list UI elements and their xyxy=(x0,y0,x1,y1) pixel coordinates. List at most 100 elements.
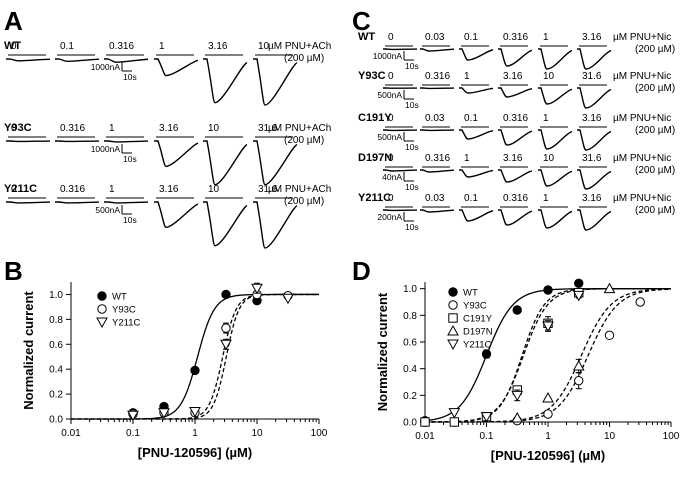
data-point xyxy=(574,278,584,289)
x-axis-title: [PNU-120596] (µM) xyxy=(491,448,605,463)
current-trace xyxy=(203,58,248,104)
legend-entry: D197N xyxy=(463,327,493,338)
concentration-label: 0.1 xyxy=(464,113,478,124)
data-point xyxy=(511,390,524,402)
current-trace xyxy=(154,140,199,168)
concentration-label: 1 xyxy=(543,113,549,124)
x-tick-label: 0.01 xyxy=(415,431,435,442)
y-tick-label: 0.6 xyxy=(403,338,417,349)
data-point xyxy=(221,289,231,300)
current-trace xyxy=(154,58,199,77)
condition-concentration: (200 µM) xyxy=(635,44,675,55)
data-point xyxy=(448,300,458,310)
legend: WT Y93C Y211C xyxy=(96,291,140,329)
current-trace xyxy=(459,169,494,178)
concentration-label: 0.316 xyxy=(60,184,85,195)
x-tick-label: 1 xyxy=(545,431,551,442)
y-axis-title: Normalized current xyxy=(21,291,36,410)
data-point xyxy=(572,359,585,371)
concentration-label: 1 xyxy=(543,193,549,204)
current-trace xyxy=(253,201,298,249)
concentration-label: 0.03 xyxy=(425,113,445,124)
scale-amplitude: 1000nA xyxy=(91,62,121,72)
scale-amplitude: 1000nA xyxy=(91,144,121,154)
legend: WT Y93C C191Y D197N Y211C xyxy=(447,287,493,351)
legend-entry: Y93C xyxy=(463,301,487,312)
concentration-label: 1 xyxy=(464,71,470,82)
data-point xyxy=(190,365,200,376)
scale-amplitude: 500nA xyxy=(377,132,402,142)
trace-panel-c: WT 0 0.03 0.1 0.316 1 3.16 µM PNU+Nic(200 µM)10… xyxy=(358,31,675,232)
condition-concentration: (200 µM) xyxy=(635,165,675,176)
data-point xyxy=(604,330,615,341)
scale-time: 10s xyxy=(405,61,419,71)
current-trace xyxy=(538,129,573,150)
current-trace xyxy=(104,58,149,63)
data-point xyxy=(447,324,459,336)
x-axis-title: [PNU-120596] (µM) xyxy=(138,445,252,460)
legend-entry: Y93C xyxy=(112,305,136,316)
current-trace xyxy=(459,129,494,140)
concentration-label: 0 xyxy=(11,184,17,195)
scale-time: 10s xyxy=(405,182,419,192)
data-point xyxy=(512,305,522,315)
data-point xyxy=(448,408,461,419)
trace-row: WT 0 0.03 0.1 0.316 1 3.16 µM PNU+Nic(200 µM) 10… xyxy=(358,31,675,71)
condition-label: µM PNU+ACh xyxy=(268,41,331,52)
condition-concentration: (200 µM) xyxy=(635,125,675,136)
concentration-label: 0 xyxy=(388,193,394,204)
concentration-label: 31.6 xyxy=(582,153,602,164)
y-tick-label: 1.0 xyxy=(403,284,417,295)
dose-response-plot-d: 0.01 0.1 1 10 100 0.0 0.2 0.4 0.6 0.8 1.0 [PNU-1205… xyxy=(375,278,680,463)
row-label: C191Y xyxy=(358,112,392,124)
data-point xyxy=(635,297,645,307)
current-trace xyxy=(55,201,100,204)
data-point xyxy=(96,317,108,329)
condition-label: µM PNU+Nic xyxy=(613,193,671,204)
x-tick-label: 0.1 xyxy=(480,431,494,442)
concentration-label: 1 xyxy=(109,184,115,195)
fit-curve xyxy=(71,293,319,420)
row-label: Y93C xyxy=(358,70,386,82)
current-trace xyxy=(383,169,418,172)
concentration-label: 0.316 xyxy=(503,113,528,124)
data-point xyxy=(97,304,107,314)
scale-amplitude: 40nA xyxy=(382,172,402,182)
concentration-label: 0 xyxy=(388,153,394,164)
concentration-label: 31.6 xyxy=(258,184,278,195)
current-trace xyxy=(538,209,573,229)
concentration-label: 31.6 xyxy=(582,71,602,82)
current-trace xyxy=(420,48,455,52)
panel-letter-c: C xyxy=(352,6,371,36)
concentration-label: 3.16 xyxy=(582,193,602,204)
concentration-label: 0.03 xyxy=(425,32,445,43)
concentration-label: 0.316 xyxy=(60,123,85,134)
current-trace xyxy=(577,87,612,109)
data-point xyxy=(511,411,524,423)
panel-letter-d: D xyxy=(352,256,371,286)
current-trace xyxy=(55,58,100,63)
current-trace xyxy=(203,201,248,247)
data-point xyxy=(282,293,294,305)
x-tick-label: 10 xyxy=(251,428,263,439)
fit-curve xyxy=(71,293,319,420)
x-tick-label: 100 xyxy=(311,428,328,439)
scale-time: 10s xyxy=(405,142,419,152)
current-trace xyxy=(253,58,298,106)
current-trace xyxy=(459,209,494,222)
condition-label: µM PNU+ACh xyxy=(268,123,331,134)
data-point xyxy=(481,349,492,359)
concentration-label: 3.16 xyxy=(503,153,523,164)
concentration-label: 0.316 xyxy=(503,193,528,204)
data-point xyxy=(542,321,554,333)
concentration-label: 0.1 xyxy=(464,32,478,43)
row-label: Y93C xyxy=(4,122,32,134)
concentration-label: 0.316 xyxy=(425,153,450,164)
concentration-label: 0.316 xyxy=(503,32,528,43)
fit-curve xyxy=(425,288,671,423)
data-point xyxy=(542,391,554,403)
data-point xyxy=(221,323,231,333)
